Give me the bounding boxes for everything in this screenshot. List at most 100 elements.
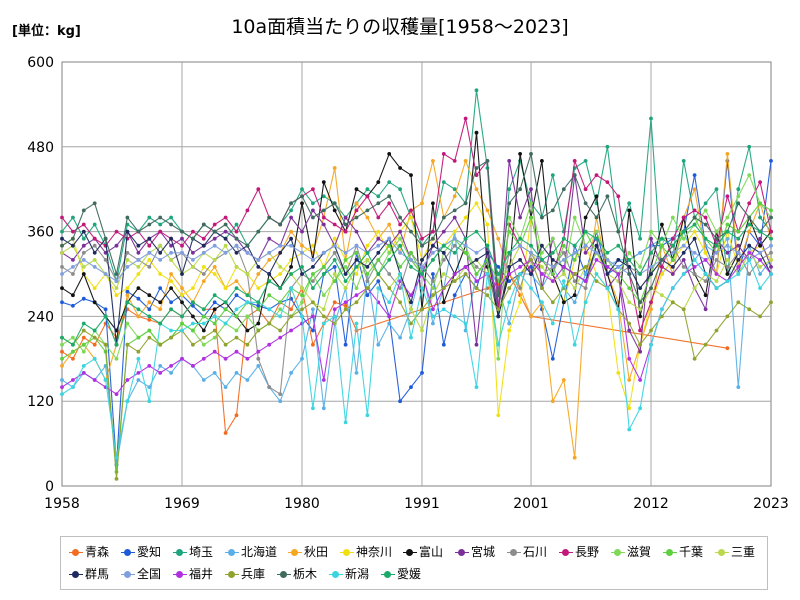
data-point bbox=[201, 335, 206, 340]
data-point bbox=[583, 300, 588, 305]
data-point bbox=[409, 321, 413, 326]
data-point bbox=[376, 201, 381, 206]
data-point bbox=[234, 314, 239, 319]
data-point bbox=[354, 321, 359, 326]
series-line bbox=[61, 258, 772, 479]
data-point bbox=[387, 222, 392, 227]
data-point bbox=[431, 321, 435, 326]
data-point bbox=[311, 307, 315, 312]
data-point bbox=[441, 272, 446, 276]
data-point bbox=[736, 201, 741, 206]
data-point bbox=[758, 201, 762, 206]
data-point bbox=[529, 243, 533, 248]
data-point bbox=[212, 321, 217, 326]
data-point bbox=[136, 335, 141, 340]
data-point bbox=[398, 229, 402, 234]
data-point bbox=[616, 307, 621, 312]
data-point bbox=[71, 356, 75, 361]
data-point bbox=[431, 286, 435, 290]
data-point bbox=[223, 321, 228, 326]
data-point bbox=[169, 286, 174, 290]
data-point bbox=[136, 378, 141, 382]
series-20 bbox=[60, 222, 773, 347]
data-point bbox=[158, 243, 163, 248]
data-point bbox=[212, 222, 217, 227]
data-point bbox=[616, 258, 621, 262]
data-point bbox=[278, 314, 283, 319]
data-point bbox=[496, 236, 501, 241]
data-point bbox=[354, 201, 359, 206]
data-point bbox=[201, 250, 206, 255]
data-point bbox=[507, 229, 512, 234]
legend-item: 愛媛 bbox=[381, 565, 421, 583]
data-point bbox=[81, 229, 86, 234]
data-point bbox=[736, 236, 741, 241]
data-point bbox=[245, 342, 250, 347]
legend-swatch bbox=[663, 543, 679, 561]
data-point bbox=[201, 279, 206, 283]
data-point bbox=[594, 243, 599, 248]
data-point bbox=[692, 265, 697, 269]
data-point bbox=[234, 328, 239, 333]
data-point bbox=[529, 152, 533, 156]
data-point bbox=[223, 222, 228, 227]
data-point bbox=[463, 116, 468, 121]
data-point bbox=[692, 272, 697, 276]
legend: 青森 愛知 埼玉 北海道 秋田 神奈川 富山 宮城 石川 長野 滋賀 千葉 三重 群馬 全国 福井 兵庫 栃木 新潟… bbox=[60, 536, 768, 590]
data-point bbox=[725, 346, 730, 351]
data-point bbox=[147, 243, 152, 248]
data-point bbox=[234, 222, 239, 227]
data-point bbox=[529, 286, 533, 290]
data-point bbox=[649, 229, 653, 234]
data-point bbox=[223, 243, 228, 248]
data-point bbox=[332, 265, 337, 269]
x-tick-label: 1980 bbox=[284, 496, 320, 512]
data-point bbox=[572, 272, 577, 276]
data-point bbox=[201, 222, 206, 227]
data-point bbox=[474, 229, 479, 234]
data-point bbox=[714, 250, 719, 255]
data-point bbox=[550, 321, 555, 326]
data-point bbox=[332, 258, 337, 262]
data-point bbox=[420, 286, 424, 290]
data-point bbox=[354, 243, 359, 248]
data-point bbox=[92, 243, 97, 248]
grid bbox=[61, 61, 772, 487]
data-point bbox=[485, 243, 490, 248]
data-point bbox=[692, 250, 697, 255]
data-point bbox=[507, 321, 512, 326]
data-point bbox=[474, 88, 479, 93]
data-point bbox=[311, 258, 315, 262]
data-point bbox=[474, 342, 479, 347]
data-point bbox=[529, 187, 533, 192]
data-point bbox=[758, 265, 762, 269]
data-point bbox=[496, 413, 501, 418]
data-point bbox=[463, 236, 468, 241]
data-point bbox=[71, 349, 75, 354]
data-point bbox=[507, 159, 512, 163]
data-point bbox=[660, 222, 664, 227]
data-point bbox=[572, 258, 577, 262]
data-point bbox=[714, 187, 719, 192]
y-tick-label: 360 bbox=[27, 225, 54, 241]
data-point bbox=[321, 314, 326, 319]
data-point bbox=[725, 222, 730, 227]
data-point bbox=[71, 303, 75, 308]
data-point bbox=[354, 293, 359, 298]
data-point bbox=[278, 335, 283, 340]
legend-item: 神奈川 bbox=[340, 543, 392, 561]
data-point bbox=[660, 272, 664, 276]
legend-item: 福井 bbox=[173, 565, 213, 583]
data-point bbox=[311, 265, 315, 269]
data-point bbox=[234, 293, 239, 298]
data-point bbox=[507, 215, 512, 220]
data-point bbox=[180, 293, 184, 298]
data-point bbox=[431, 159, 435, 163]
data-point bbox=[583, 243, 588, 248]
data-point bbox=[725, 258, 730, 262]
data-point bbox=[725, 152, 730, 156]
data-point bbox=[583, 286, 588, 290]
data-point bbox=[256, 321, 261, 326]
data-point bbox=[60, 392, 64, 396]
